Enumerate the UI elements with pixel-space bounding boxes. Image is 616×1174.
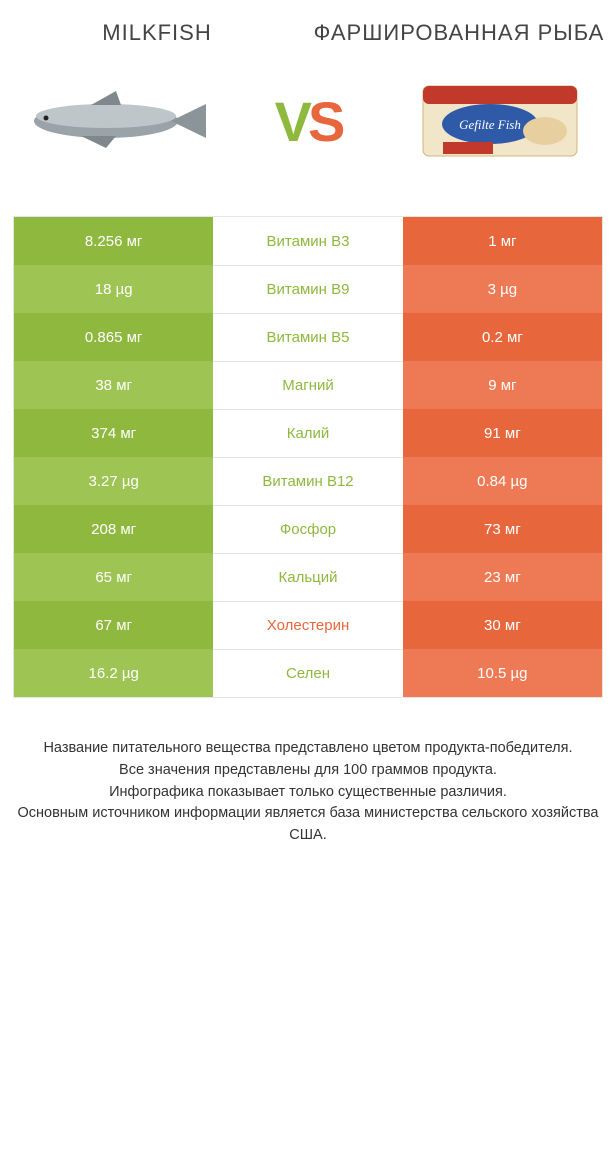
left-value: 67 мг (14, 601, 213, 649)
table-row: 18 µgВитамин B93 µg (14, 265, 602, 313)
footnote-line: Все значения представлены для 100 граммо… (14, 760, 602, 782)
images-row: VS Gefilte Fish (16, 76, 600, 166)
vs-label: VS (275, 89, 342, 154)
infographic-container: MILKFISH ФАРШИРОВАННАЯ РЫБА VS Gefilte F… (0, 0, 616, 877)
svg-text:Gefilte Fish: Gefilte Fish (459, 117, 521, 132)
nutrient-name: Холестерин (213, 601, 402, 649)
right-product-image: Gefilte Fish (400, 76, 600, 166)
nutrient-name: Витамин B3 (213, 217, 402, 265)
left-value: 3.27 µg (14, 457, 213, 505)
left-value: 16.2 µg (14, 649, 213, 697)
footnote-line: Инфографика показывает только существенн… (14, 782, 602, 804)
table-row: 208 мгФосфор73 мг (14, 505, 602, 553)
left-value: 38 мг (14, 361, 213, 409)
right-value: 30 мг (403, 601, 602, 649)
table-row: 67 мгХолестерин30 мг (14, 601, 602, 649)
right-value: 73 мг (403, 505, 602, 553)
right-value: 91 мг (403, 409, 602, 457)
table-row: 65 мгКальций23 мг (14, 553, 602, 601)
nutrient-name: Калий (213, 409, 402, 457)
milkfish-icon (21, 86, 211, 156)
nutrient-name: Витамин B5 (213, 313, 402, 361)
vs-s: S (308, 90, 341, 153)
right-value: 0.84 µg (403, 457, 602, 505)
comparison-table: 8.256 мгВитамин B31 мг18 µgВитамин B93 µ… (13, 216, 603, 698)
left-value: 0.865 мг (14, 313, 213, 361)
table-row: 16.2 µgСелен10.5 µg (14, 649, 602, 697)
nutrient-name: Магний (213, 361, 402, 409)
left-value: 8.256 мг (14, 217, 213, 265)
table-row: 374 мгКалий91 мг (14, 409, 602, 457)
left-value: 18 µg (14, 265, 213, 313)
left-value: 208 мг (14, 505, 213, 553)
nutrient-name: Фосфор (213, 505, 402, 553)
nutrient-name: Витамин B9 (213, 265, 402, 313)
nutrient-name: Витамин B12 (213, 457, 402, 505)
nutrient-name: Селен (213, 649, 402, 697)
left-value: 374 мг (14, 409, 213, 457)
right-value: 23 мг (403, 553, 602, 601)
right-value: 0.2 мг (403, 313, 602, 361)
footnote: Название питательного вещества представл… (6, 738, 610, 847)
right-value: 3 µg (403, 265, 602, 313)
nutrient-name: Кальций (213, 553, 402, 601)
left-value: 65 мг (14, 553, 213, 601)
title-left: MILKFISH (6, 20, 308, 46)
header: MILKFISH ФАРШИРОВАННАЯ РЫБА (6, 20, 610, 46)
left-product-image (16, 86, 216, 156)
right-value: 10.5 µg (403, 649, 602, 697)
table-row: 3.27 µgВитамин B120.84 µg (14, 457, 602, 505)
vs-v: V (275, 90, 308, 153)
table-row: 38 мгМагний9 мг (14, 361, 602, 409)
gefilte-package-icon: Gefilte Fish (415, 76, 585, 166)
title-right: ФАРШИРОВАННАЯ РЫБА (308, 20, 610, 45)
footnote-line: Основным источником информации является … (14, 803, 602, 847)
table-row: 8.256 мгВитамин B31 мг (14, 217, 602, 265)
right-value: 1 мг (403, 217, 602, 265)
table-row: 0.865 мгВитамин B50.2 мг (14, 313, 602, 361)
right-value: 9 мг (403, 361, 602, 409)
footnote-line: Название питательного вещества представл… (14, 738, 602, 760)
